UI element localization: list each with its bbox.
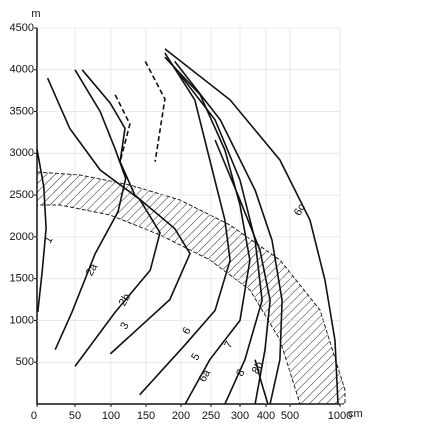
curve: [54, 69, 127, 351]
curve-label: 5: [189, 351, 202, 362]
curve: [164, 56, 251, 405]
curve-label: 6c: [292, 201, 308, 217]
curve-label: 1: [42, 234, 55, 245]
y-axis-label: m: [31, 8, 40, 20]
x-tick-label: 1000: [328, 410, 352, 422]
curve: [214, 139, 271, 405]
x-tick-label: 200: [172, 410, 190, 422]
curve: [144, 61, 166, 162]
curve-label: 8b: [250, 360, 267, 377]
x-tick-label: 250: [202, 410, 220, 422]
curve-label: 2b: [117, 292, 134, 309]
x-tick-label: 50: [69, 410, 81, 422]
y-tick-label: 1000: [10, 314, 34, 326]
y-tick-label: 1500: [10, 273, 34, 285]
x-axis-label: cm: [348, 408, 363, 420]
y-tick-label: 500: [16, 356, 34, 368]
x-tick-label: 100: [102, 410, 120, 422]
x-tick-label: 300: [231, 410, 249, 422]
curve-label: 7: [222, 339, 235, 350]
curve-label: 8: [234, 367, 247, 378]
y-tick-label: 3000: [10, 147, 34, 159]
x-tick-label: 500: [281, 410, 299, 422]
y-tick-label: 2000: [10, 231, 34, 243]
y-tick-label: 2500: [10, 189, 34, 201]
y-tick-label: 4000: [10, 64, 34, 76]
x-tick-label: 0: [31, 410, 37, 422]
curve-label: 6: [180, 325, 193, 336]
y-tick-label: 3500: [10, 105, 34, 117]
curve: [36, 149, 47, 313]
y-tick-label: 4500: [10, 22, 34, 34]
curve: [164, 48, 339, 405]
curve: [178, 73, 263, 405]
curve: [254, 359, 269, 405]
x-tick-label: 400: [257, 410, 275, 422]
x-tick-label: 150: [137, 410, 155, 422]
curve-label: 3: [118, 320, 131, 331]
curve: [81, 69, 191, 355]
curve: [114, 94, 131, 162]
curve: [139, 52, 231, 396]
curve: [46, 77, 161, 367]
curve: [174, 60, 283, 405]
